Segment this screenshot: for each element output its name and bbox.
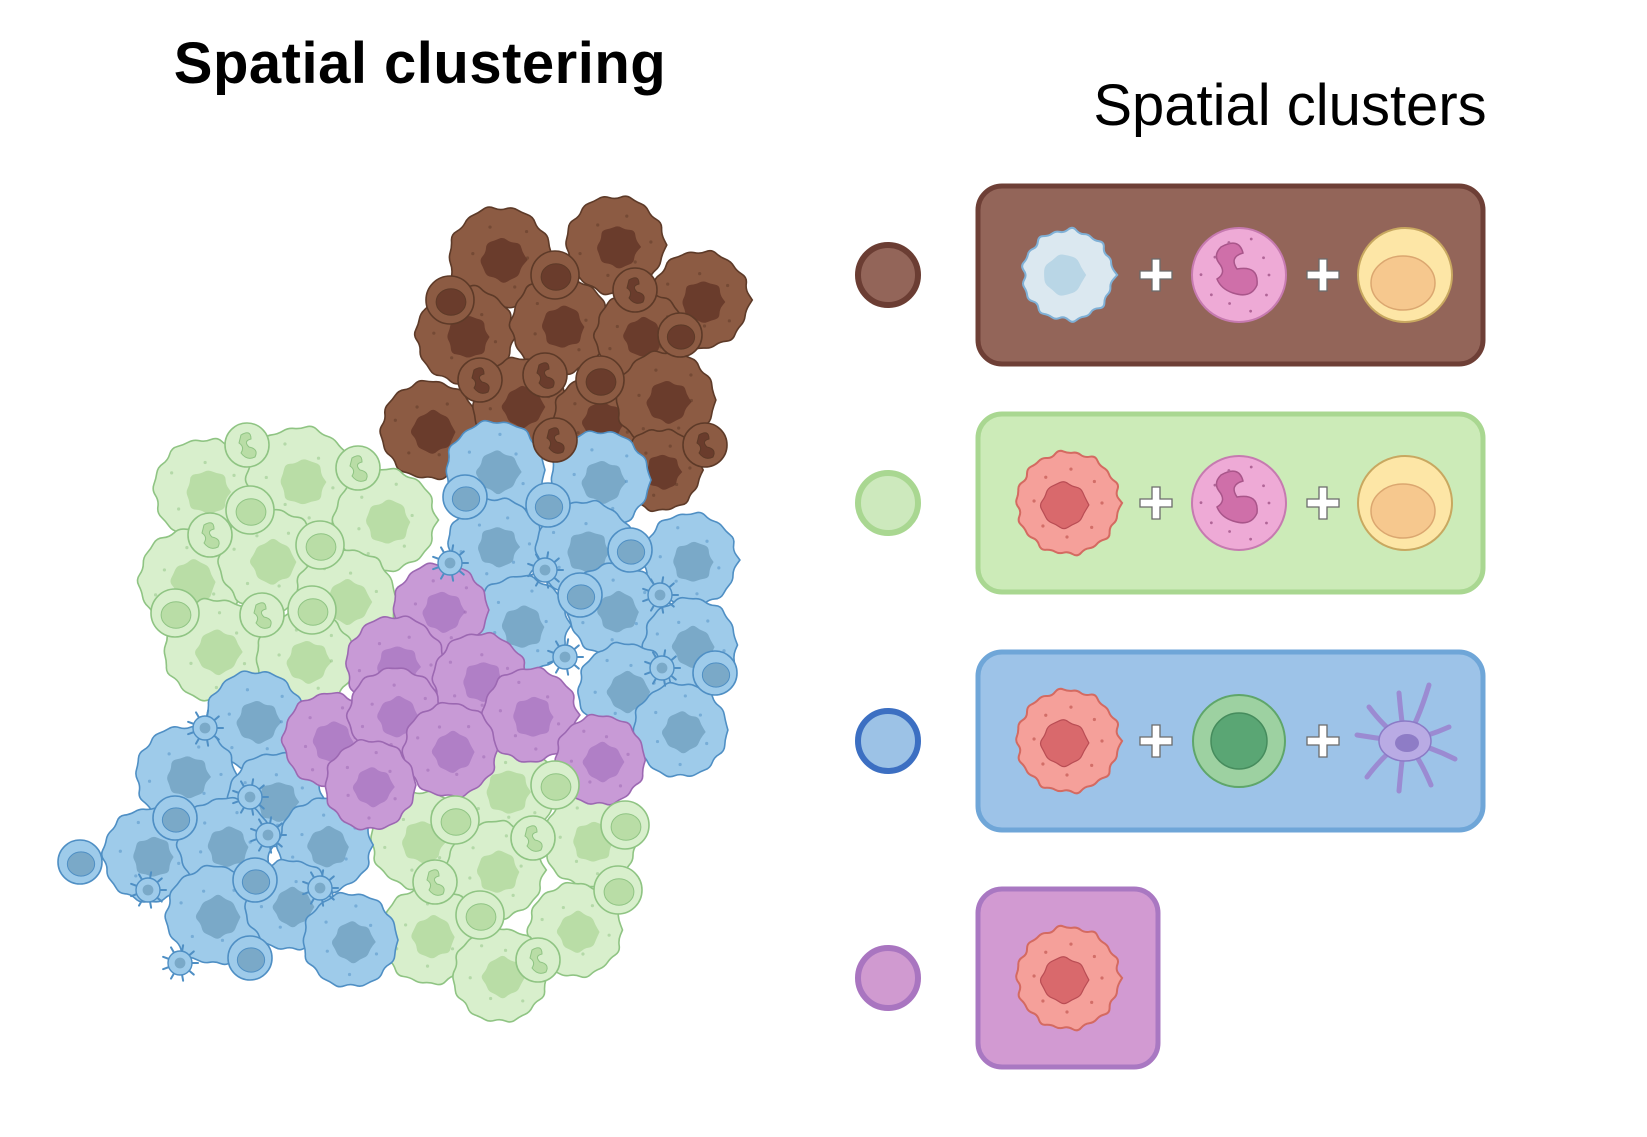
green-round-cell [224,422,270,468]
lymphocyte-icon [1192,694,1286,788]
cluster-row-3 [855,649,1486,833]
blue-round-cell [152,795,198,841]
green-round-cell [187,512,233,558]
dendritic-cell-icon [1354,682,1458,794]
plus-sign [1306,258,1340,292]
purple-tissue-cell [324,738,417,831]
plus-sign [1306,724,1340,758]
neutrophil-icon [1191,227,1287,323]
brown-round-cell [682,422,728,468]
plus-sign [1139,258,1173,292]
blue-dendritic-cell [250,816,287,854]
blue-dendritic-cell [130,871,167,909]
blue-round-cell [227,935,273,981]
cluster-dot [855,945,921,1011]
blue-dendritic-cell [642,576,679,614]
cluster-legend [855,183,1486,1070]
cluster-row-1 [855,183,1486,367]
plus-sign [1139,486,1173,520]
blue-round-cell [607,527,653,573]
blue-tissue-cell [447,497,546,594]
green-round-cell [335,445,381,491]
brown-round-cell [612,267,658,313]
purple-tissue-cell [401,701,499,799]
brown-round-cell [530,250,580,300]
green-round-cell [530,760,580,810]
blue-tissue-cell [632,681,729,778]
brown-tissue-cell [508,274,613,376]
cluster-row-2 [855,411,1486,595]
blue-dendritic-cell [162,944,199,982]
macrophage-icon [1021,226,1119,323]
green-round-cell [295,520,345,570]
green-round-cell [510,815,556,861]
brown-round-cell [532,417,578,463]
blue-round-cell [232,857,278,903]
green-round-cell [593,865,643,915]
blue-dendritic-cell [187,709,224,747]
tissue-cluster-map [57,195,754,1023]
blue-tissue-cell [640,511,741,608]
blue-round-cell [557,572,603,618]
blue-tissue-cell [302,891,399,988]
plus-sign [1306,486,1340,520]
blue-round-cell [57,839,103,885]
cluster-dot [855,708,921,774]
green-round-cell [150,588,200,638]
green-round-cell [515,937,561,983]
blue-dendritic-cell [547,638,584,676]
brown-round-cell [657,312,703,358]
left-title: Spatial clustering [173,31,667,96]
lymphoblast-icon [1357,227,1453,323]
blue-round-cell [525,482,571,528]
cluster-dot [855,242,921,308]
brown-round-cell [425,275,475,325]
green-tissue-cell [331,467,440,573]
blue-round-cell [692,650,738,696]
green-round-cell [225,485,275,535]
brown-tissue-cell [448,206,554,311]
lymphoblast-icon [1357,455,1453,551]
right-title: Spatial clusters [1093,73,1487,138]
green-round-cell [412,859,458,905]
neutrophil-icon [1191,455,1287,551]
cluster-row-4 [855,886,1161,1070]
blue-dendritic-cell [527,551,564,589]
tumor-cell-icon [1015,687,1124,795]
green-round-cell [600,800,650,850]
blue-dendritic-cell [232,778,269,816]
blue-dendritic-cell [644,649,681,687]
cluster-dot [855,470,921,536]
blue-dendritic-cell [302,869,339,907]
green-round-cell [455,890,505,940]
green-round-cell [239,592,285,638]
brown-round-cell [522,352,568,398]
green-tissue-cell [217,507,323,613]
blue-tissue-cell [205,670,307,771]
brown-tissue-cell [615,350,717,451]
brown-round-cell [575,355,625,405]
green-round-cell [430,795,480,845]
brown-round-cell [457,357,503,403]
tumor-cell-icon [1015,924,1124,1032]
tumor-cell-icon [1015,449,1124,557]
plus-sign [1139,724,1173,758]
blue-dendritic-cell [432,544,469,582]
green-round-cell [287,585,337,635]
blue-round-cell [442,474,488,520]
